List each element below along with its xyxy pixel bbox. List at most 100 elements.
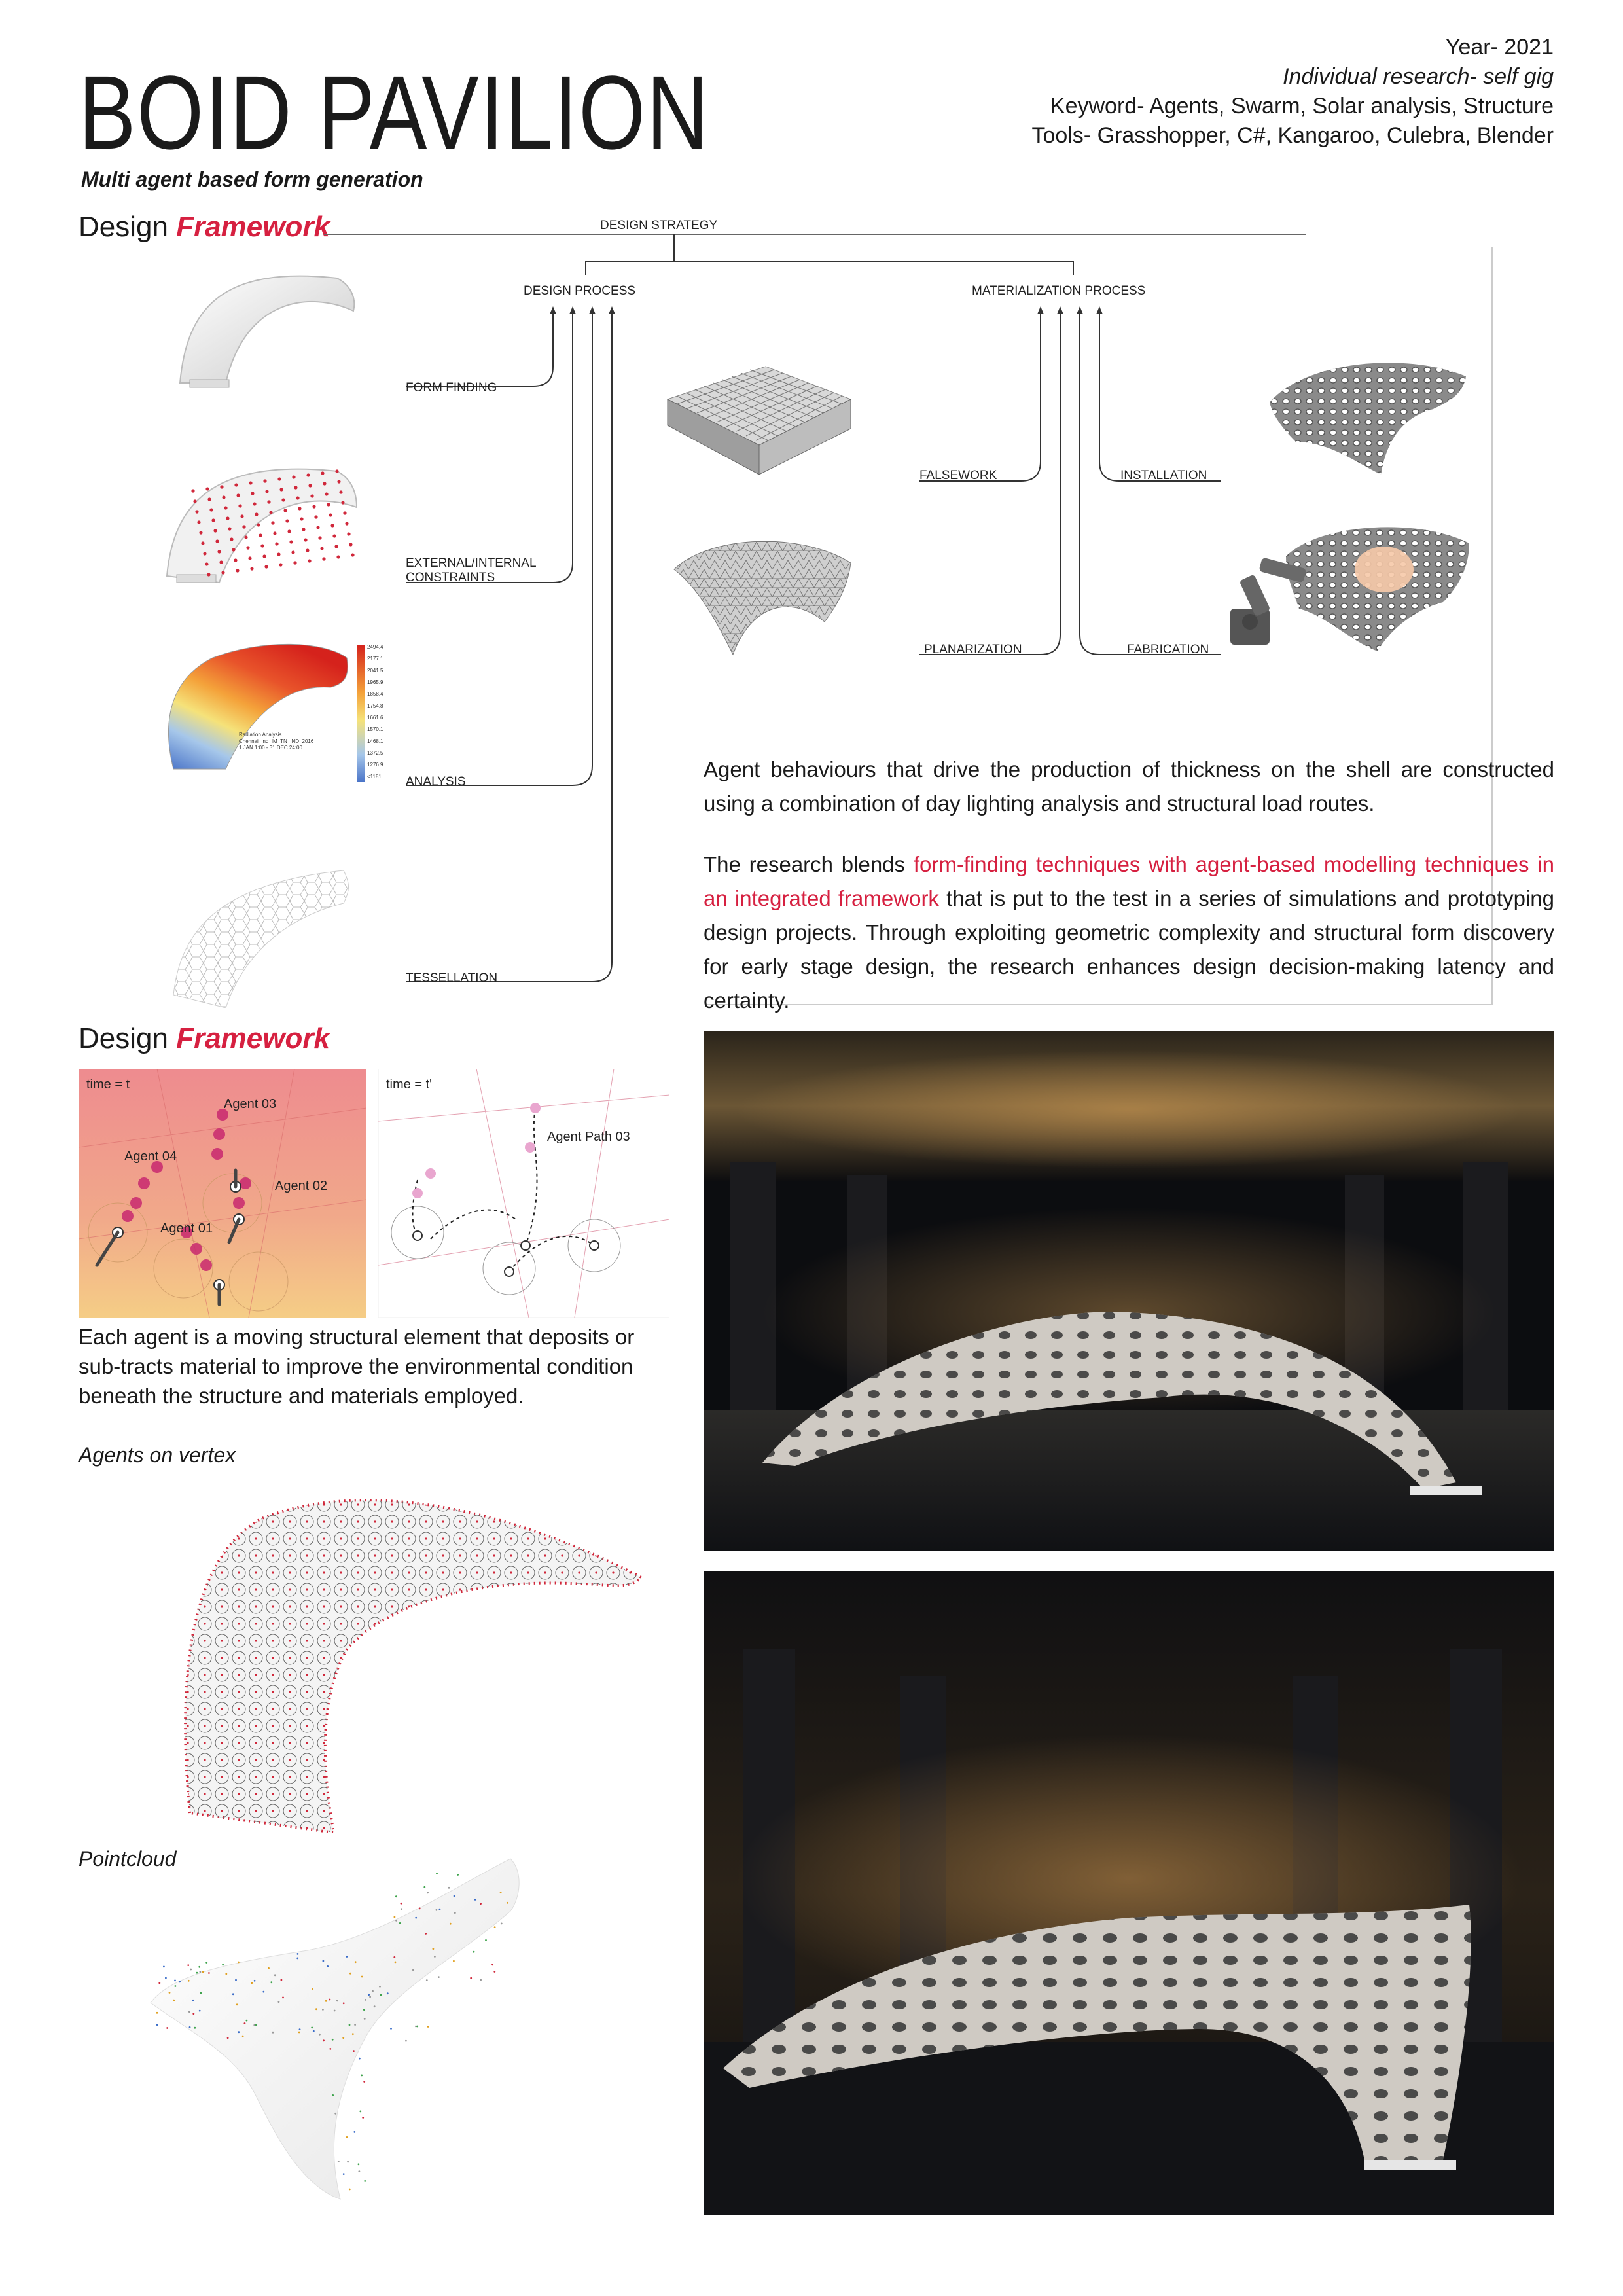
point bbox=[331, 2038, 334, 2041]
point bbox=[174, 1985, 177, 1987]
pavilion-render-1 bbox=[704, 1031, 1554, 1551]
vertex-dot bbox=[325, 492, 329, 496]
vertex-dot bbox=[306, 473, 310, 477]
vertex-dot bbox=[222, 495, 226, 499]
vertex-dot bbox=[265, 490, 269, 493]
vertex-dot bbox=[244, 535, 248, 539]
point bbox=[255, 2024, 257, 2026]
point bbox=[333, 2009, 336, 2012]
point bbox=[319, 2033, 321, 2036]
point bbox=[277, 2001, 280, 2003]
point bbox=[348, 2188, 351, 2191]
vertex-dot bbox=[250, 567, 254, 571]
point bbox=[298, 2028, 301, 2030]
agent-diagram-time-t: time = t Agent 03 Agent 04 Agent 02 Agen… bbox=[79, 1069, 366, 1318]
point bbox=[173, 1999, 175, 2001]
section-heading-prefix: Design bbox=[79, 211, 168, 243]
point bbox=[179, 1981, 181, 1983]
label-agent-02: Agent 02 bbox=[275, 1179, 327, 1193]
vertex-dot bbox=[343, 511, 347, 515]
point bbox=[166, 2027, 168, 2029]
vertex-dot bbox=[289, 540, 293, 544]
point bbox=[412, 1969, 414, 1971]
point bbox=[423, 1886, 426, 1888]
agent-dot bbox=[530, 1103, 541, 1113]
point bbox=[253, 1979, 256, 1982]
point bbox=[449, 1922, 452, 1925]
point bbox=[194, 2026, 196, 2029]
legend-value: 2177.11 bbox=[367, 656, 383, 662]
point bbox=[337, 2161, 340, 2162]
vertex-dot bbox=[318, 536, 322, 540]
point bbox=[362, 2117, 365, 2119]
point bbox=[332, 2094, 334, 2096]
analysis-caption-line: 1 JAN 1:00 - 31 DEC 24:00 bbox=[239, 745, 302, 751]
vertex-dot bbox=[349, 543, 353, 547]
point bbox=[342, 2173, 345, 2175]
vertex-dot bbox=[263, 479, 267, 483]
point bbox=[359, 2110, 362, 2113]
vertex-dot bbox=[267, 500, 271, 504]
vertex-dot bbox=[312, 505, 316, 509]
agent-dot bbox=[122, 1210, 134, 1222]
point bbox=[364, 2180, 366, 2182]
point bbox=[222, 1964, 224, 1966]
point bbox=[434, 1956, 436, 1958]
vertex-dot bbox=[257, 523, 260, 527]
point bbox=[480, 1903, 482, 1905]
point bbox=[232, 1993, 234, 1996]
point bbox=[349, 1972, 351, 1975]
label-analysis: ANALYSIS bbox=[406, 775, 466, 789]
point bbox=[361, 1975, 363, 1978]
point bbox=[329, 2048, 332, 2050]
vertex-dot bbox=[308, 484, 312, 488]
vertex-dot bbox=[332, 534, 336, 538]
point bbox=[358, 2170, 361, 2172]
point bbox=[438, 1908, 441, 1910]
waffle-rib bbox=[696, 376, 792, 414]
point bbox=[359, 2057, 361, 2060]
point bbox=[432, 1948, 435, 1950]
point bbox=[346, 1956, 348, 1958]
point bbox=[427, 1892, 429, 1894]
agent-dot bbox=[138, 1177, 150, 1189]
point bbox=[188, 2026, 191, 2028]
point bbox=[368, 1994, 370, 1996]
vertex-dot bbox=[277, 477, 281, 481]
point bbox=[202, 1971, 204, 1973]
legend-value: 1661.65 bbox=[367, 715, 383, 721]
vertex-dot bbox=[234, 483, 238, 487]
vertex-dot bbox=[259, 533, 262, 537]
analysis-caption-line: Radiation Analysis bbox=[239, 732, 281, 738]
vertex-dot bbox=[249, 481, 253, 485]
legend-value: 1570.12 bbox=[367, 726, 383, 732]
label-materialization-process: MATERIALIZATION PROCESS bbox=[972, 284, 1145, 298]
point bbox=[282, 1996, 284, 1999]
vertex-dot bbox=[345, 522, 349, 526]
vertex-dot bbox=[339, 490, 343, 494]
point bbox=[311, 2026, 313, 2029]
point bbox=[158, 1982, 161, 1984]
vertex-dot bbox=[321, 471, 325, 475]
point bbox=[322, 2009, 324, 2011]
vertex-dot bbox=[205, 487, 209, 491]
legend-value: 1965.97 bbox=[367, 679, 383, 685]
page-title: BOID PAVILION bbox=[79, 54, 710, 171]
vertex-dot bbox=[255, 512, 259, 516]
point bbox=[156, 2011, 158, 2014]
point bbox=[325, 2000, 327, 2002]
agent-dot bbox=[181, 1227, 192, 1238]
waffle-rib bbox=[676, 395, 769, 441]
vertex-dot bbox=[217, 550, 221, 554]
agent-head bbox=[412, 1230, 423, 1241]
label-agent-04: Agent 04 bbox=[124, 1149, 177, 1164]
point bbox=[491, 1964, 493, 1966]
strategy-diagram: DESIGN STRATEGY DESIGN PROCESS MATERIALI… bbox=[324, 219, 1493, 1005]
legend-value: 1468.12 bbox=[367, 738, 383, 744]
waffle-rib bbox=[716, 382, 809, 423]
vertex-dot bbox=[197, 520, 201, 524]
vertex-dot bbox=[207, 573, 211, 577]
point bbox=[272, 2031, 274, 2034]
vertex-dot bbox=[337, 480, 341, 484]
label-agent-01: Agent 01 bbox=[160, 1221, 213, 1236]
